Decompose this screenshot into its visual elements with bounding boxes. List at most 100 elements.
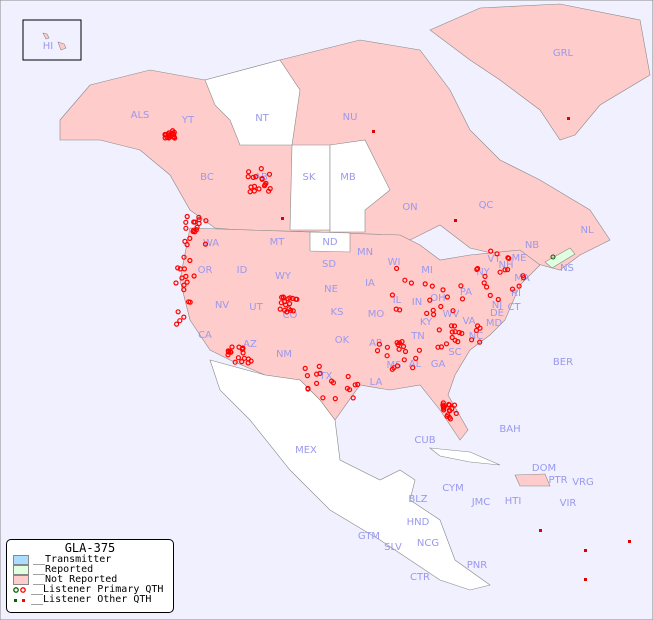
region-label: VA <box>462 316 475 327</box>
listener-primary-marker <box>459 296 466 302</box>
region-label: ON <box>402 202 417 213</box>
region-label: TX <box>319 371 333 382</box>
listener-primary-marker <box>171 131 177 137</box>
listener-primary-marker <box>267 186 273 192</box>
legend: GLA-375 __Transmitter __Reported __Not R… <box>6 539 174 613</box>
listener-primary-marker <box>181 314 187 320</box>
listener-primary-marker <box>228 349 234 355</box>
listener-primary-marker <box>175 265 181 271</box>
listener-primary-marker <box>448 323 455 329</box>
listener-primary-marker <box>473 327 480 333</box>
region-label: NM <box>276 349 292 360</box>
region-label: NT <box>255 113 269 124</box>
listener-primary-marker <box>484 284 490 290</box>
listener-primary-marker <box>389 292 395 298</box>
listener-primary-marker <box>482 273 488 279</box>
region-label: NV <box>215 300 229 311</box>
listener-primary-marker <box>329 378 335 384</box>
listener-primary-marker <box>374 348 381 354</box>
region-label: VT <box>488 254 502 265</box>
swatch <box>13 565 29 575</box>
listener-primary-marker <box>397 307 403 313</box>
listener-primary-marker <box>455 339 461 345</box>
region-label: NH <box>499 260 514 271</box>
region-label: MB <box>340 172 356 183</box>
listener-primary-marker <box>449 329 455 335</box>
region-label: AZ <box>243 339 257 350</box>
listener-primary-marker <box>174 321 180 327</box>
listener-primary-marker <box>241 355 247 361</box>
listener-primary-marker <box>196 214 202 220</box>
listener-other-marker <box>628 540 631 543</box>
region-label: CT <box>507 302 521 313</box>
listener-primary-marker <box>246 169 252 175</box>
region-label: ND <box>322 237 337 248</box>
listener-primary-marker <box>187 235 193 241</box>
listener-primary-marker <box>449 406 455 412</box>
listener-primary-marker <box>352 382 358 388</box>
region-label: OK <box>335 335 350 346</box>
listener-primary-marker <box>446 401 452 408</box>
nova-scotia <box>544 247 576 269</box>
listener-primary-marker <box>440 287 446 293</box>
listener-primary-marker <box>495 296 501 303</box>
listener-primary-marker <box>173 280 179 286</box>
region-label: NS <box>560 263 574 274</box>
listener-primary-marker <box>520 273 526 279</box>
region-label: UT <box>249 302 263 313</box>
region-label: MN <box>357 247 373 258</box>
listener-primary-marker <box>181 254 187 260</box>
region-label: YT <box>181 115 195 126</box>
listener-other-marker <box>567 117 570 120</box>
listener-primary-marker <box>181 282 187 288</box>
listener-primary-marker <box>487 292 493 298</box>
listener-markers <box>162 117 631 581</box>
listener-other-marker <box>372 130 375 133</box>
listener-primary-marker <box>394 265 400 271</box>
listener-primary-marker <box>187 257 193 264</box>
region-label: WY <box>275 271 292 282</box>
region-label: WV <box>443 309 460 320</box>
region-label: SLV <box>384 542 402 553</box>
listener-primary-marker <box>394 363 401 369</box>
swatch <box>13 575 29 585</box>
listener-primary-marker <box>451 323 458 329</box>
region-label: HTI <box>505 496 522 507</box>
legend-transmitter: __Transmitter <box>7 555 173 565</box>
region-label: ALS <box>131 110 150 121</box>
legend-title: GLA-375 <box>64 541 116 555</box>
listener-primary-marker <box>239 359 245 365</box>
listener-primary-marker <box>469 337 475 343</box>
greenland <box>429 3 651 141</box>
listener-primary-marker <box>194 224 200 230</box>
listener-primary-marker <box>248 184 254 190</box>
region-label: BER <box>553 357 573 368</box>
listener-primary-marker <box>183 225 189 231</box>
swatch <box>13 555 29 565</box>
region-label: NJ <box>492 300 502 311</box>
region-label: QC <box>479 200 494 211</box>
listener-primary-marker <box>441 407 447 413</box>
region-label: OH <box>430 293 445 304</box>
listener-primary-marker <box>384 353 390 359</box>
listener-primary-marker <box>481 280 487 286</box>
listener-primary-marker <box>452 329 458 335</box>
listener-primary-marker <box>179 275 185 281</box>
square-marker-icon <box>13 596 27 604</box>
listener-primary-marker <box>280 294 286 300</box>
listener-primary-marker <box>410 365 416 371</box>
listener-primary-marker <box>384 344 390 350</box>
listener-primary-marker <box>502 267 508 273</box>
legend-other-qth: __Listener Other QTH <box>7 595 173 605</box>
listener-primary-marker <box>436 327 442 333</box>
region-label: GTM <box>358 531 380 542</box>
listener-primary-marker <box>450 308 456 314</box>
listener-primary-marker <box>183 219 189 225</box>
listener-primary-marker <box>451 402 458 408</box>
listener-primary-marker <box>401 357 407 363</box>
listener-primary-marker <box>166 135 172 141</box>
region-label: MT <box>270 237 286 248</box>
listener-other-marker <box>584 578 587 581</box>
